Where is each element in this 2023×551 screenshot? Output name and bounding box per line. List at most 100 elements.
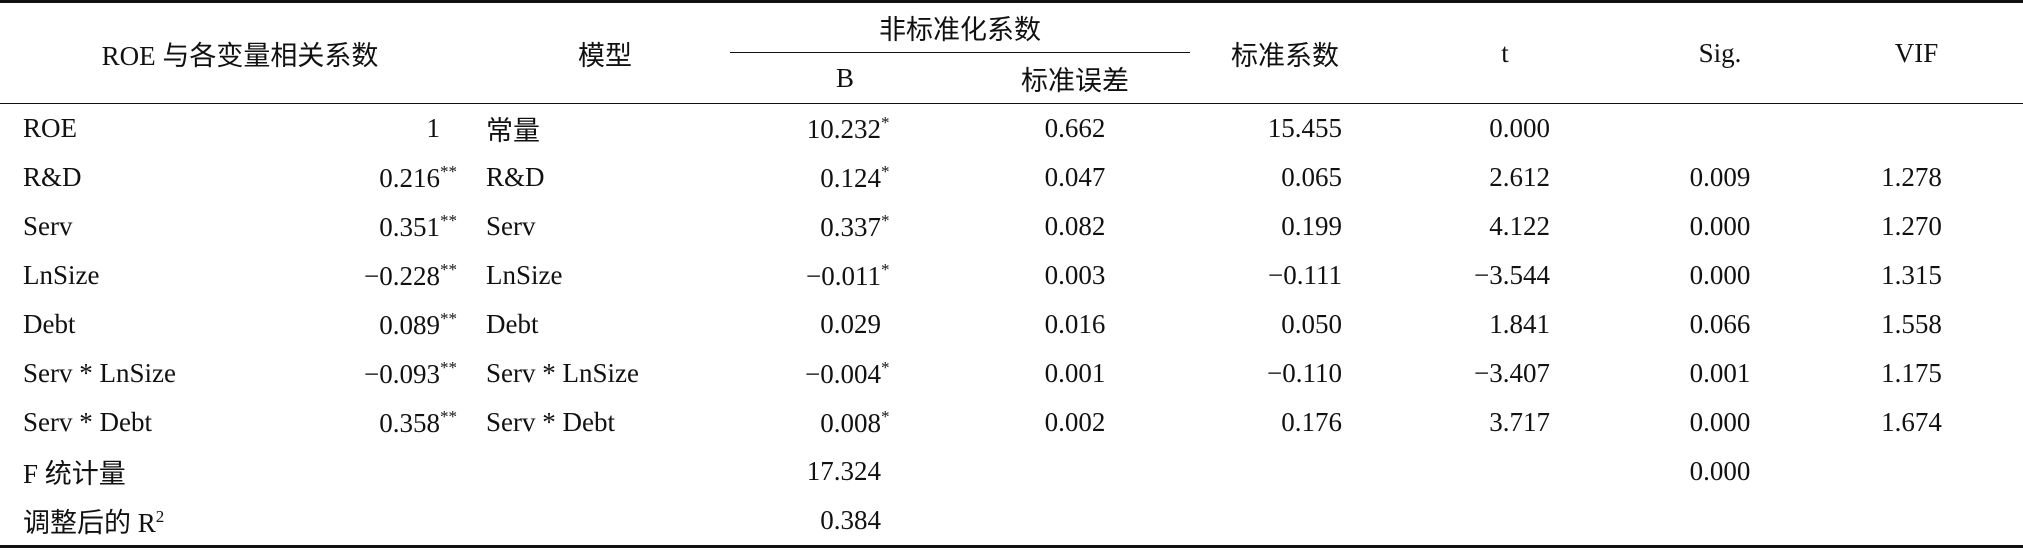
table-cell: Serv — [0, 202, 300, 251]
significance-mark: ** — [440, 259, 457, 279]
cell-text: 0.066 — [1689, 309, 1751, 339]
cell-text: 0.050 — [1281, 309, 1342, 339]
table-cell: −0.011* — [730, 251, 960, 300]
table-cell: 1 — [300, 104, 480, 154]
table-row: F 统计量 17.324 0.000 — [0, 447, 2023, 496]
table-cell: 2.612 — [1380, 153, 1630, 202]
cell-text: 3.717 — [1489, 407, 1550, 437]
significance-mark: ** — [440, 308, 457, 328]
table-cell: −0.228** — [300, 251, 480, 300]
header-cell: B — [730, 52, 960, 104]
table-cell: R&D — [480, 153, 730, 202]
cell-text: −3.407 — [1474, 358, 1550, 388]
cell-text: 0.000 — [1689, 407, 1751, 437]
table-cell: 0.082 — [960, 202, 1190, 251]
table-row: Serv * LnSize −0.093** Serv * LnSize −0.004… — [0, 349, 2023, 398]
table-cell: 0.029 — [730, 300, 960, 349]
header-row: B 标准误差 — [0, 52, 2023, 104]
cell-text: 0.000 — [1689, 260, 1751, 290]
table-cell: R&D — [0, 153, 300, 202]
table-cell — [1810, 104, 2023, 154]
significance-mark: ** — [440, 210, 457, 230]
table-cell — [960, 496, 1190, 547]
table-cell — [1810, 447, 2023, 496]
table-cell: 调整后的 R2 — [0, 496, 300, 547]
table-cell: 0.199 — [1190, 202, 1380, 251]
cell-text: 0.000 — [1489, 113, 1550, 143]
significance-mark: * — [881, 259, 890, 279]
cell-text: 1.674 — [1881, 407, 1942, 437]
table-cell: Serv — [480, 202, 730, 251]
cell-text: 0.176 — [1281, 407, 1342, 437]
cell-text: 0.337 — [820, 211, 881, 242]
table-cell: 0.016 — [960, 300, 1190, 349]
table-cell: −0.093** — [300, 349, 480, 398]
cell-text: 2.612 — [1489, 162, 1550, 192]
cell-text: Serv — [486, 211, 536, 241]
cell-text: 0.001 — [1044, 358, 1106, 388]
cell-text: 0.082 — [1044, 211, 1106, 241]
cell-text: 17.324 — [806, 456, 881, 486]
cell-text: −0.110 — [1267, 358, 1342, 388]
cell-text: 0.008 — [820, 407, 881, 438]
cell-text: 0.065 — [1281, 162, 1342, 192]
cell-text: 0.003 — [1044, 260, 1106, 290]
header-cell: 标准误差 — [960, 52, 1190, 104]
table-cell: −0.110 — [1190, 349, 1380, 398]
cell-text: −0.228 — [364, 260, 440, 291]
cell-text: −0.111 — [1268, 260, 1342, 290]
table-header: ROE 与各变量相关系数 模型 非标准化系数 标准系数 t Sig. VIF B… — [0, 1, 2023, 104]
significance-mark: * — [881, 406, 890, 426]
table-cell: 0.008* — [730, 398, 960, 447]
cell-text: 0.124 — [820, 162, 881, 193]
table-cell: −3.407 — [1380, 349, 1630, 398]
table-cell: 1.270 — [1810, 202, 2023, 251]
table-cell: 0.000 — [1630, 447, 1810, 496]
cell-text: LnSize — [23, 260, 100, 290]
cell-text: −0.011 — [806, 260, 881, 291]
table-cell: −0.111 — [1190, 251, 1380, 300]
cell-text: 0.216 — [379, 162, 440, 193]
table-cell: 4.122 — [1380, 202, 1630, 251]
cell-text: 15.455 — [1267, 113, 1342, 143]
table-cell: −0.004* — [730, 349, 960, 398]
table-cell: 0.351** — [300, 202, 480, 251]
table-cell: 0.000 — [1630, 398, 1810, 447]
table-cell: 1.558 — [1810, 300, 2023, 349]
table-cell — [1380, 447, 1630, 496]
superscript: 2 — [155, 507, 165, 526]
cell-text: 1.270 — [1881, 211, 1942, 241]
table-row: Debt 0.089** Debt 0.029 0.016 0.050 1.841 0.066… — [0, 300, 2023, 349]
cell-text: 1 — [426, 113, 441, 143]
table-cell: 0.176 — [1190, 398, 1380, 447]
table-cell — [1190, 447, 1380, 496]
table-cell: 0.216** — [300, 153, 480, 202]
cell-text: 1.175 — [1881, 358, 1942, 388]
table-cell: 0.065 — [1190, 153, 1380, 202]
cell-text: −0.093 — [364, 358, 440, 389]
cell-text: Debt — [23, 309, 76, 339]
table-cell — [480, 496, 730, 547]
cell-text: −0.004 — [805, 358, 881, 389]
table-cell: Serv * LnSize — [0, 349, 300, 398]
cell-text: R&D — [23, 162, 82, 192]
cell-text: 1.278 — [1881, 162, 1942, 192]
cell-text: 0.029 — [820, 309, 881, 339]
table-cell — [300, 496, 480, 547]
table-cell: 0.000 — [1380, 104, 1630, 154]
cell-text: LnSize — [486, 260, 563, 290]
table-cell: 1.278 — [1810, 153, 2023, 202]
cell-text: 0.089 — [379, 309, 440, 340]
cell-text: 10.232 — [806, 113, 881, 144]
table-cell: 0.000 — [1630, 251, 1810, 300]
table-cell: 0.047 — [960, 153, 1190, 202]
significance-mark: ** — [440, 161, 457, 181]
table-cell: 10.232* — [730, 104, 960, 154]
cell-text: Debt — [486, 309, 539, 339]
table-cell: 0.000 — [1630, 202, 1810, 251]
table-cell — [960, 447, 1190, 496]
table-cell: Serv * LnSize — [480, 349, 730, 398]
table-row: Serv * Debt 0.358** Serv * Debt 0.008* 0.002… — [0, 398, 2023, 447]
